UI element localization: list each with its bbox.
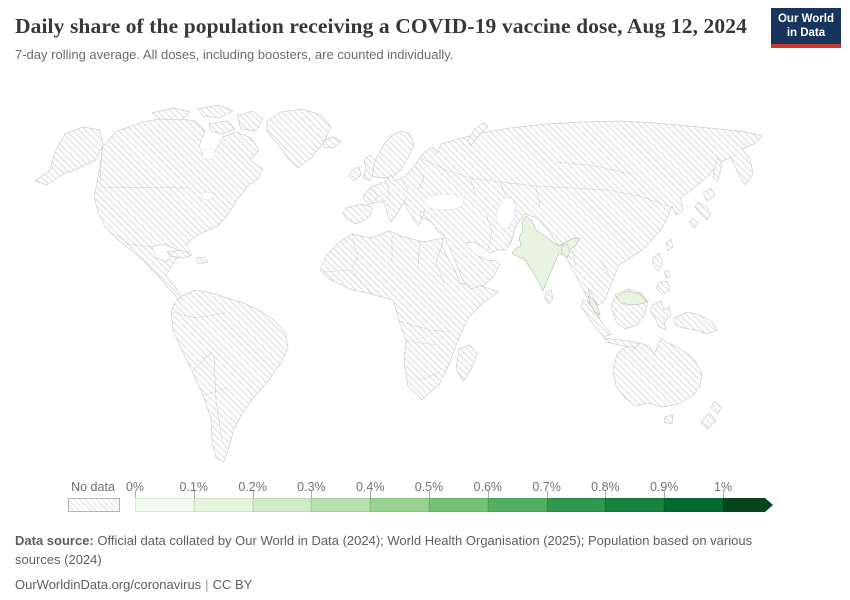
footer-divider: |: [205, 577, 209, 592]
landmass-philippines[interactable]: [651, 252, 671, 295]
landmass-taiwan[interactable]: [665, 238, 674, 252]
legend-tick-mark: [487, 491, 489, 498]
legend-tick-mark: [252, 491, 254, 498]
map-legend: No data 0% 0.1% 0.2% 0.3% 0.4% 0.5% 0.6% 0.7% 0.…: [0, 480, 850, 516]
owid-url-link[interactable]: OurWorldinData.org/coronavirus: [15, 577, 202, 592]
logo-line1: Our World: [777, 13, 834, 25]
caspian-sea: [496, 196, 516, 230]
legend-tick-mark: [429, 491, 430, 498]
legend-tick-mark: [605, 491, 607, 498]
legend-tick-label: 0.7%: [532, 480, 561, 494]
landmass-alaska[interactable]: [34, 126, 104, 186]
landmass-iberia[interactable]: [342, 203, 373, 225]
legend-tick-mark: [193, 491, 195, 498]
landmass-british-isles[interactable]: [348, 154, 376, 182]
country-malaysia-borneo[interactable]: [615, 290, 648, 306]
legend-tick-label: 0.2%: [238, 480, 267, 494]
landmass-new-guinea[interactable]: [673, 311, 718, 335]
no-data-label: No data: [71, 480, 115, 494]
great-lakes: [200, 191, 214, 201]
landmass-sakhalin[interactable]: [712, 157, 723, 182]
legend-tick-label: 0.6%: [473, 480, 503, 494]
legend-bin[interactable]: [193, 498, 253, 512]
legend-tick-label: 0%: [125, 480, 145, 494]
landmass-caribbean[interactable]: [166, 249, 209, 265]
legend-tick-label: 0.5%: [414, 480, 444, 494]
legend-bin[interactable]: [370, 498, 429, 512]
license-label[interactable]: CC BY: [212, 577, 253, 592]
country-bangladesh[interactable]: [560, 243, 571, 259]
legend-tick-mark: [546, 491, 548, 498]
legend-bin[interactable]: [605, 498, 665, 512]
world-map[interactable]: [0, 100, 850, 480]
landmass-novaya-zemlya[interactable]: [466, 121, 489, 147]
legend-tick-label: 0.4%: [355, 480, 385, 494]
landmass-japan[interactable]: [688, 187, 716, 229]
legend-colorbar[interactable]: [135, 498, 773, 512]
legend-arrow-bin[interactable]: [722, 498, 773, 512]
legend-bin[interactable]: [487, 498, 547, 512]
legend-tick-mark: [311, 491, 313, 498]
legend-tick-mark: [723, 491, 724, 498]
chart-subtitle: 7-day rolling average. All doses, includ…: [15, 47, 454, 62]
black-sea: [423, 193, 465, 211]
chart-header: Daily share of the population receiving …: [15, 11, 753, 63]
logo-line2: in Data: [786, 26, 826, 39]
landmass-tasmania[interactable]: [663, 414, 674, 425]
landmass-australia[interactable]: [612, 337, 703, 408]
chart-footer: Data source: Official data collated by O…: [15, 532, 797, 595]
legend-tick-mark: [135, 491, 136, 498]
data-source-text: Official data collated by Our World in D…: [15, 533, 753, 567]
legend-bin[interactable]: [252, 498, 312, 512]
legend-bin[interactable]: [135, 498, 194, 512]
legend-bin[interactable]: [311, 498, 371, 512]
legend-tick-label: 0.9%: [649, 480, 679, 494]
legend-bin[interactable]: [546, 498, 606, 512]
legend-tick-mark: [370, 491, 372, 498]
landmass-new-zealand[interactable]: [700, 400, 722, 430]
legend-bin[interactable]: [664, 498, 723, 512]
landmass-madagascar[interactable]: [455, 344, 478, 382]
owid-logo[interactable]: Our World in Data: [770, 8, 841, 48]
legend-tick-label: 0.3%: [297, 480, 326, 494]
country-india[interactable]: [511, 215, 581, 292]
landmass-sri-lanka[interactable]: [544, 289, 554, 305]
legend-tick-label: 0.8%: [591, 480, 620, 494]
landmass-greenland[interactable]: [266, 108, 332, 169]
hudson-bay: [201, 147, 217, 161]
legend-bin[interactable]: [428, 498, 488, 512]
legend-tick-label: 1%: [713, 480, 733, 494]
data-source-label: Data source:: [15, 533, 94, 548]
license-line: OurWorldinData.org/coronavirus | CC BY: [15, 576, 797, 595]
country-borders: [99, 147, 669, 441]
data-source-line: Data source: Official data collated by O…: [15, 532, 797, 569]
landmass-sulawesi[interactable]: [649, 300, 672, 331]
landmass-africa[interactable]: [319, 230, 500, 401]
landmass-north-america[interactable]: [93, 116, 264, 303]
legend-tick-mark: [664, 491, 666, 498]
chart-title: Daily share of the population receiving …: [15, 14, 747, 38]
landmass-scandinavia[interactable]: [371, 130, 415, 179]
landmass-iceland[interactable]: [322, 136, 342, 149]
no-data-swatch[interactable]: [68, 498, 120, 512]
landmass-south-america[interactable]: [170, 289, 289, 463]
legend-tick-label: 0.1%: [179, 480, 209, 494]
landmass-arctic-islands[interactable]: [151, 104, 264, 135]
country-malaysia-peninsular[interactable]: [587, 295, 601, 316]
